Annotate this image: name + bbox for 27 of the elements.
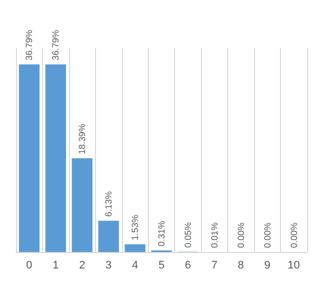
data-label: 36.79%: [50, 30, 61, 60]
data-label: 0.00%: [288, 222, 299, 248]
x-tick-label: 7: [211, 260, 218, 272]
data-label: 0.00%: [236, 222, 246, 248]
bar: [98, 220, 119, 252]
x-tick-label: 3: [106, 260, 112, 272]
x-tick-label: 9: [264, 260, 270, 272]
x-tick-label: 6: [184, 260, 192, 272]
x-tick-label: 2: [79, 260, 86, 272]
x-tick-label: 0: [26, 260, 32, 272]
bar: [45, 64, 66, 252]
x-tick-label: 8: [238, 260, 244, 272]
data-label: 36.79%: [24, 30, 34, 60]
data-label: 0.00%: [262, 222, 272, 248]
bar: [18, 64, 40, 252]
x-tick-label: 5: [158, 260, 165, 272]
data-label: 6.13%: [104, 191, 114, 217]
x-tick-label: 10: [288, 260, 300, 272]
data-label: 0.01%: [209, 222, 220, 248]
data-label: 1.53%: [130, 214, 140, 240]
bar: [72, 158, 92, 252]
bar: [124, 244, 146, 252]
data-label: 0.31%: [156, 220, 166, 246]
data-label: 0.05%: [182, 222, 193, 248]
x-tick-label: 4: [132, 260, 138, 272]
x-tick-label: 1: [52, 260, 59, 272]
data-label: 18.39%: [77, 124, 88, 154]
